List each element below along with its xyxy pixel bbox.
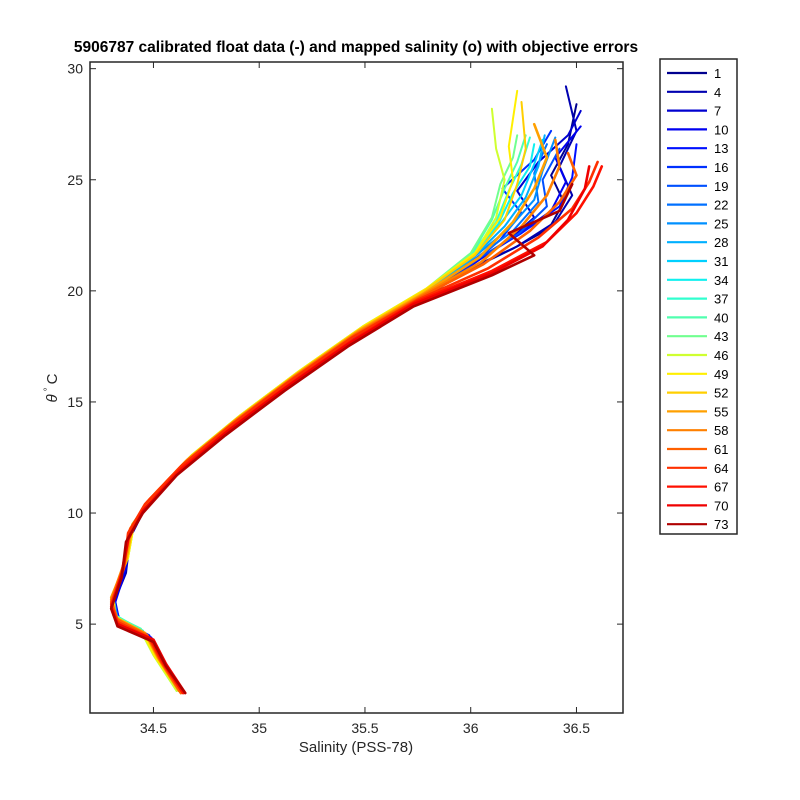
- y-tick-label: 30: [67, 61, 83, 77]
- legend-label-13: 13: [714, 141, 728, 156]
- y-tick-label: 20: [67, 283, 83, 299]
- x-tick-label: 35.5: [351, 720, 378, 736]
- svg-text:θ°C: θ°C: [43, 373, 61, 402]
- y-axis-label: θ°C: [43, 373, 61, 402]
- x-tick-label: 34.5: [140, 720, 167, 736]
- legend-label-19: 19: [714, 179, 728, 194]
- legend-label-25: 25: [714, 216, 728, 231]
- legend-label-31: 31: [714, 254, 728, 269]
- y-tick-label: 5: [75, 616, 83, 632]
- legend-label-58: 58: [714, 423, 728, 438]
- y-tick-label: 15: [67, 394, 83, 410]
- x-tick-label: 36: [463, 720, 479, 736]
- plot-area: 34.5 35 35.5 36 36.5 5 10 15 20 25 30: [67, 61, 624, 736]
- legend-label-16: 16: [714, 160, 728, 175]
- legend-label-34: 34: [714, 273, 728, 288]
- legend-label-70: 70: [714, 498, 728, 513]
- legend-label-43: 43: [714, 329, 728, 344]
- y-axis-label-symbol: θ: [44, 394, 61, 402]
- axes-background: [90, 62, 623, 713]
- legend-items: 1 4 7 10 13 16 19 22 25 28 31 34 37 40 43 46 49 52 55 58 61 6…: [667, 66, 728, 532]
- legend-label-49: 49: [714, 367, 728, 382]
- chart-title: 5906787 calibrated float data (-) and ma…: [74, 39, 638, 56]
- axes-box: [89, 61, 624, 714]
- legend-label-10: 10: [714, 122, 728, 137]
- legend: 1 4 7 10 13 16 19 22 25 28 31 34 37 40 43 46 49 52 55 58 61 6…: [659, 58, 738, 535]
- legend-label-46: 46: [714, 348, 728, 363]
- legend-label-67: 67: [714, 480, 728, 495]
- legend-label-52: 52: [714, 386, 728, 401]
- legend-label-40: 40: [714, 310, 728, 325]
- series-line-73: [109, 182, 574, 695]
- series-layer: [109, 85, 604, 695]
- legend-label-37: 37: [714, 292, 728, 307]
- legend-label-22: 22: [714, 198, 728, 213]
- y-axis-label-unit: C: [44, 373, 61, 384]
- legend-label-64: 64: [714, 461, 728, 476]
- y-tick-label: 25: [67, 172, 83, 188]
- x-tick-label: 36.5: [563, 720, 590, 736]
- legend-label-73: 73: [714, 517, 728, 532]
- x-tick-label: 35: [251, 720, 267, 736]
- legend-label-4: 4: [714, 85, 721, 100]
- legend-label-7: 7: [714, 104, 721, 119]
- x-axis-label: Salinity (PSS-78): [299, 739, 413, 756]
- legend-label-61: 61: [714, 442, 728, 457]
- series-line-64: [109, 160, 599, 695]
- legend-label-1: 1: [714, 66, 721, 81]
- ticks-layer: 34.5 35 35.5 36 36.5 5 10 15 20 25 30: [67, 61, 623, 736]
- legend-label-28: 28: [714, 235, 728, 250]
- y-tick-label: 10: [67, 505, 83, 521]
- legend-box: [659, 58, 738, 535]
- legend-label-55: 55: [714, 404, 728, 419]
